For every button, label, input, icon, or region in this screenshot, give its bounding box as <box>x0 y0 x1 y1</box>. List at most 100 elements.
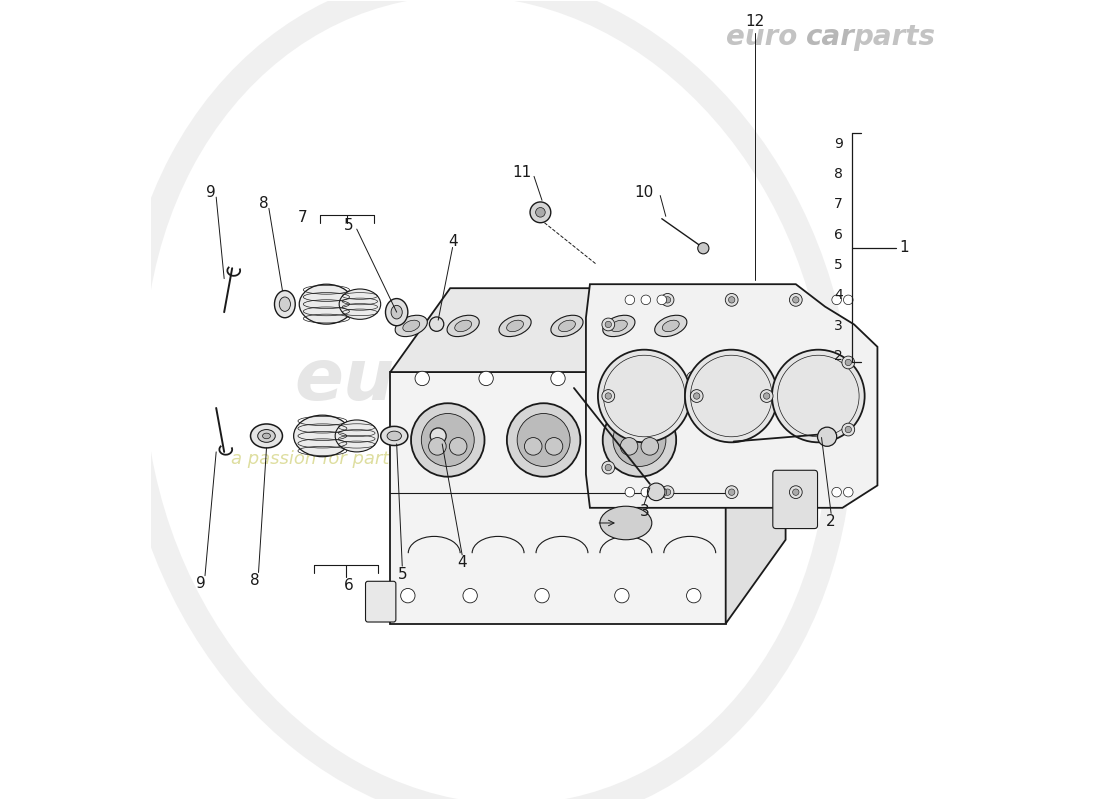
Circle shape <box>664 297 671 303</box>
Ellipse shape <box>454 320 472 332</box>
Circle shape <box>605 464 612 470</box>
Ellipse shape <box>263 433 271 438</box>
Circle shape <box>790 486 802 498</box>
Circle shape <box>842 356 855 369</box>
Circle shape <box>793 297 799 303</box>
Ellipse shape <box>339 289 381 319</box>
Ellipse shape <box>299 284 353 324</box>
Text: 10: 10 <box>635 185 653 200</box>
Circle shape <box>842 423 855 436</box>
Circle shape <box>844 487 854 497</box>
Circle shape <box>602 461 615 474</box>
Circle shape <box>760 390 773 402</box>
Circle shape <box>691 390 703 402</box>
Ellipse shape <box>654 315 686 337</box>
Circle shape <box>728 489 735 495</box>
Circle shape <box>728 297 735 303</box>
Circle shape <box>421 414 474 466</box>
Text: 5: 5 <box>344 218 353 234</box>
Circle shape <box>507 403 581 477</box>
Circle shape <box>685 350 778 442</box>
Circle shape <box>602 390 615 402</box>
FancyBboxPatch shape <box>365 582 396 622</box>
Circle shape <box>450 438 466 455</box>
Circle shape <box>664 489 671 495</box>
Circle shape <box>772 350 865 442</box>
Ellipse shape <box>257 430 275 442</box>
Polygon shape <box>390 288 785 372</box>
Ellipse shape <box>603 315 635 337</box>
Circle shape <box>411 403 484 477</box>
Circle shape <box>817 427 837 446</box>
Circle shape <box>603 403 676 477</box>
Circle shape <box>657 295 667 305</box>
Text: 5: 5 <box>397 566 407 582</box>
Text: 8: 8 <box>834 167 843 181</box>
Ellipse shape <box>395 315 427 337</box>
Circle shape <box>546 438 563 455</box>
Ellipse shape <box>387 431 402 441</box>
Ellipse shape <box>275 290 295 318</box>
Text: parts: parts <box>854 22 935 50</box>
Circle shape <box>429 317 443 331</box>
Ellipse shape <box>392 306 403 319</box>
Circle shape <box>657 487 667 497</box>
Text: 6: 6 <box>834 228 843 242</box>
Ellipse shape <box>403 320 420 332</box>
Ellipse shape <box>551 315 583 337</box>
Text: 8: 8 <box>250 573 260 588</box>
Ellipse shape <box>251 424 283 448</box>
Ellipse shape <box>610 320 627 332</box>
Circle shape <box>625 295 635 305</box>
Ellipse shape <box>600 506 652 540</box>
Circle shape <box>641 438 659 455</box>
Circle shape <box>686 589 701 603</box>
Text: 7: 7 <box>298 210 307 226</box>
Circle shape <box>605 393 612 399</box>
Ellipse shape <box>385 298 408 326</box>
Circle shape <box>661 294 674 306</box>
Circle shape <box>430 428 447 444</box>
Text: 4: 4 <box>448 234 458 250</box>
Text: 7: 7 <box>834 198 843 211</box>
Text: 9: 9 <box>834 137 843 150</box>
Text: 12: 12 <box>746 14 764 29</box>
Circle shape <box>615 589 629 603</box>
Text: 5: 5 <box>834 258 843 272</box>
Text: a passion for parts since 1989: a passion for parts since 1989 <box>231 450 503 468</box>
Circle shape <box>625 487 635 497</box>
Text: euro: euro <box>726 22 798 50</box>
Text: parts: parts <box>566 346 780 415</box>
Text: 9: 9 <box>206 185 216 200</box>
Circle shape <box>648 483 666 501</box>
Circle shape <box>790 294 802 306</box>
FancyBboxPatch shape <box>773 470 817 529</box>
Ellipse shape <box>662 320 679 332</box>
Polygon shape <box>390 372 726 624</box>
Text: 2: 2 <box>834 349 843 363</box>
Ellipse shape <box>279 297 290 311</box>
Circle shape <box>536 207 546 217</box>
Circle shape <box>478 371 493 386</box>
Ellipse shape <box>507 320 524 332</box>
Polygon shape <box>586 284 878 508</box>
Circle shape <box>400 589 415 603</box>
Ellipse shape <box>559 320 575 332</box>
Circle shape <box>661 486 674 498</box>
Polygon shape <box>726 288 785 624</box>
Circle shape <box>517 414 570 466</box>
Text: 4: 4 <box>834 288 843 302</box>
Circle shape <box>535 589 549 603</box>
Text: 3: 3 <box>834 318 843 333</box>
Circle shape <box>697 242 708 254</box>
Circle shape <box>415 371 429 386</box>
Circle shape <box>641 295 650 305</box>
Circle shape <box>623 371 637 386</box>
Circle shape <box>602 318 615 331</box>
Circle shape <box>598 350 691 442</box>
Circle shape <box>686 371 701 386</box>
Circle shape <box>605 322 612 328</box>
Circle shape <box>832 487 842 497</box>
Circle shape <box>551 371 565 386</box>
Circle shape <box>530 202 551 222</box>
